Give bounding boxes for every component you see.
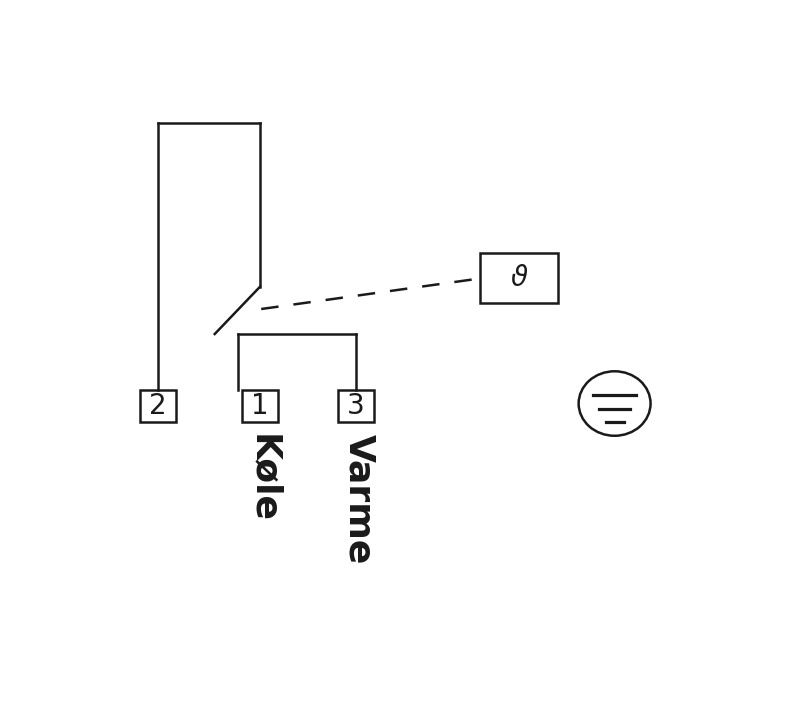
Circle shape <box>578 371 650 436</box>
Text: 2: 2 <box>150 392 167 420</box>
Bar <box>480 253 558 303</box>
Bar <box>338 390 374 422</box>
Text: Køle: Køle <box>246 433 280 523</box>
Bar <box>140 390 176 422</box>
Text: Varme: Varme <box>342 433 376 564</box>
Text: 1: 1 <box>251 392 269 420</box>
Bar <box>242 390 278 422</box>
Text: $\vartheta$: $\vartheta$ <box>510 265 528 292</box>
Text: 3: 3 <box>347 392 365 420</box>
